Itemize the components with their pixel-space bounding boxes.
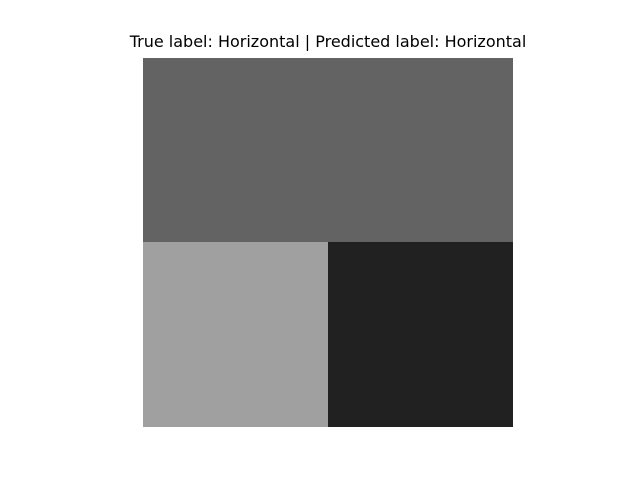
image-block-bottom-right xyxy=(328,242,513,427)
image-block-top xyxy=(143,58,513,242)
plot-title: True label: Horizontal | Predicted label… xyxy=(129,32,527,51)
image-block-bottom-left xyxy=(143,242,328,427)
image-panel xyxy=(143,58,513,427)
